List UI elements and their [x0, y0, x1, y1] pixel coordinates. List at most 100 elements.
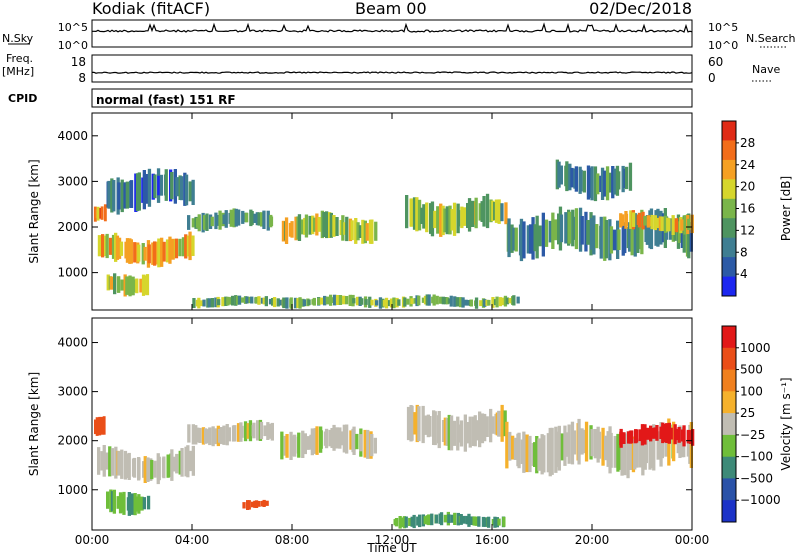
- echo-cell: [609, 432, 613, 468]
- nsky-panel: [91, 19, 693, 48]
- colorbar-tick-label: 1000: [740, 341, 771, 355]
- echo-cell: [361, 219, 365, 244]
- echo-cell: [171, 238, 175, 260]
- echo-cell: [630, 430, 634, 444]
- echo-cell: [565, 161, 569, 192]
- colorbar-segment: [722, 434, 736, 458]
- echo-cell: [147, 168, 152, 207]
- echo-cell: [479, 300, 483, 307]
- colorbar-tick-label: −25: [740, 428, 765, 442]
- echo-cell: [191, 179, 195, 205]
- echo-cell: [560, 433, 564, 461]
- echo-cell: [459, 297, 463, 308]
- echo-cell: [208, 427, 212, 446]
- echo-cell: [187, 215, 191, 230]
- echo-cell: [387, 300, 392, 307]
- beam-label: Beam 00: [355, 0, 427, 18]
- echo-cell: [96, 206, 100, 221]
- echo-cell: [252, 422, 256, 439]
- cpid-label: CPID: [8, 92, 37, 105]
- echo-cell: [293, 434, 297, 457]
- echo-cell: [567, 424, 571, 464]
- x-tick-label: 00:00: [75, 533, 110, 547]
- echo-cell: [217, 428, 222, 443]
- echo-cell: [117, 276, 121, 293]
- echo-cell: [410, 516, 414, 527]
- echo-cell: [633, 438, 637, 470]
- echo-cell: [643, 424, 647, 445]
- echo-cell: [485, 193, 490, 229]
- echo-cell: [188, 181, 192, 202]
- echo-cell: [665, 423, 669, 443]
- echo-cell: [335, 427, 339, 449]
- echo-cell: [514, 227, 518, 252]
- echo-cell: [421, 405, 425, 444]
- echo-cell: [250, 211, 254, 225]
- echo-cell: [119, 241, 124, 256]
- echo-cell: [597, 431, 602, 459]
- echo-cell: [114, 446, 118, 479]
- echo-cell: [325, 211, 329, 239]
- echo-cell: [584, 421, 589, 462]
- echo-cell: [489, 199, 493, 223]
- echo-cell: [403, 297, 407, 307]
- echo-cell: [110, 178, 114, 213]
- echo-cell: [604, 220, 609, 259]
- echo-cell: [516, 296, 520, 304]
- echo-cell: [613, 168, 617, 195]
- echo-cell: [397, 299, 401, 306]
- echo-cell: [113, 273, 117, 295]
- echo-cell: [656, 431, 660, 460]
- echo-cell: [689, 222, 693, 252]
- echo-cell: [366, 429, 370, 459]
- echo-cell: [300, 219, 305, 235]
- echo-cell: [363, 220, 367, 244]
- colorbar-frame: [721, 325, 737, 523]
- echo-cell: [213, 428, 217, 445]
- echo-cell: [531, 217, 535, 260]
- echo-cell: [289, 297, 293, 309]
- echo-cell: [128, 275, 132, 297]
- echo-cell: [175, 453, 179, 474]
- echo-cell: [471, 200, 475, 227]
- echo-cell: [301, 430, 305, 458]
- echo-cell: [522, 431, 526, 473]
- echo-cell: [328, 212, 332, 238]
- echo-cell: [297, 214, 302, 241]
- echo-cell: [533, 224, 537, 252]
- nsky-trace: [92, 22, 693, 33]
- echo-cell: [457, 210, 461, 227]
- echo-cell: [137, 494, 141, 514]
- echo-cell: [415, 295, 419, 307]
- echo-cell: [143, 456, 147, 483]
- echo-cell: [135, 278, 139, 294]
- colorbar-tick-label: −1000: [740, 493, 781, 507]
- echo-cell: [478, 411, 482, 448]
- echo-cell: [643, 216, 647, 226]
- echo-cell: [508, 431, 512, 461]
- echo-cell: [374, 221, 378, 241]
- echo-cell: [332, 215, 336, 237]
- echo-cell: [637, 212, 642, 228]
- echo-cell: [436, 206, 440, 234]
- echo-cell: [234, 295, 238, 306]
- echo-cell: [433, 411, 437, 446]
- echo-cell: [617, 171, 621, 190]
- echo-cell: [263, 425, 267, 437]
- echo-cell: [491, 200, 495, 221]
- colorbar-segment: [722, 257, 736, 277]
- echo-cell: [324, 428, 329, 449]
- echo-cell: [593, 166, 598, 202]
- echo-cell: [413, 298, 417, 304]
- echo-cell: [196, 427, 200, 443]
- echo-cluster: [555, 159, 633, 202]
- echo-cell: [460, 206, 464, 229]
- y-tick-label: 4000: [57, 129, 88, 143]
- echo-cell: [94, 419, 97, 435]
- colorbar-tick-label: 20: [740, 180, 755, 194]
- echo-cell: [237, 209, 241, 226]
- echo-cell: [129, 239, 133, 264]
- echo-cell: [307, 299, 311, 306]
- echo-cell: [589, 218, 594, 250]
- echo-cell: [157, 456, 161, 481]
